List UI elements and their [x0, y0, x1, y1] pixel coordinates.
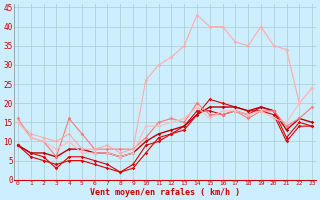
X-axis label: Vent moyen/en rafales ( km/h ): Vent moyen/en rafales ( km/h )	[90, 188, 240, 197]
